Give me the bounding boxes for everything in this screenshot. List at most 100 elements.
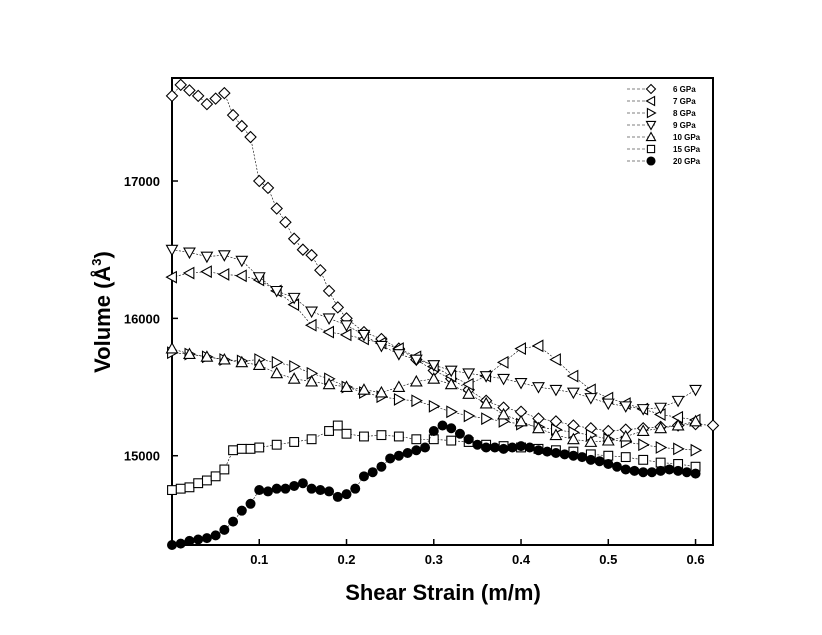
data-point-circle (315, 485, 326, 496)
x-tick-label: 0.3 (425, 552, 443, 567)
data-point-circle (533, 445, 544, 456)
data-point-triangle-down (305, 306, 319, 319)
data-point-square (359, 431, 369, 442)
data-point-circle (184, 535, 195, 546)
data-point-triangle-up (636, 424, 650, 436)
y-tick-label: 15000 (124, 449, 160, 464)
data-point-diamond (706, 419, 720, 432)
data-point-square (184, 482, 195, 493)
data-point-triangle-down (514, 377, 528, 390)
data-point-triangle-down (409, 354, 423, 367)
data-point-diamond (209, 92, 222, 105)
y-axis-title-close: ) (90, 251, 115, 258)
data-point-square (210, 471, 221, 482)
data-point-triangle-down (636, 404, 650, 416)
data-point-square (646, 144, 656, 154)
data-point-triangle-down (357, 329, 371, 342)
data-point-triangle-left (645, 95, 656, 107)
data-point-circle (280, 483, 291, 494)
data-point-circle (262, 486, 273, 497)
x-tick-label: 0.5 (599, 552, 617, 567)
data-point-triangle-down (165, 244, 179, 257)
data-point-circle (201, 533, 212, 544)
data-point-triangle-down (287, 292, 301, 305)
legend-label: 15 GPa (673, 145, 701, 154)
data-point-triangle-up (549, 428, 563, 441)
data-point-circle (577, 452, 588, 463)
data-point-circle (550, 447, 561, 458)
data-point-square (228, 445, 239, 456)
data-point-triangle-down (601, 398, 615, 411)
data-point-circle (167, 540, 177, 550)
data-point-circle (612, 461, 623, 472)
data-point-diamond (200, 97, 214, 111)
data-point-circle (367, 467, 378, 478)
data-point-triangle-down (549, 384, 563, 397)
data-point-triangle-up (409, 374, 423, 387)
data-point-circle (507, 442, 518, 453)
data-point-triangle-up (252, 358, 266, 371)
data-point-triangle-up (217, 352, 231, 365)
data-point-circle (175, 538, 186, 549)
data-point-square (289, 437, 300, 447)
data-point-circle (638, 467, 649, 478)
data-point-diamond (261, 181, 275, 195)
data-point-triangle-down (322, 313, 336, 326)
legend-label: 9 GPa (673, 121, 696, 130)
data-point-circle (393, 450, 404, 461)
data-point-triangle-down (671, 395, 685, 408)
data-point-square (254, 442, 265, 453)
data-point-square (167, 485, 177, 496)
data-point-triangle-up (532, 421, 545, 434)
data-point-triangle-up (689, 414, 702, 427)
data-point-triangle-down (200, 251, 214, 264)
data-point-triangle-right (289, 360, 301, 373)
data-point-circle (254, 485, 265, 496)
data-point-circle (472, 439, 483, 450)
data-point-triangle-down (270, 285, 284, 298)
data-point-diamond (165, 89, 179, 103)
data-point-square (306, 434, 317, 445)
data-point-circle (489, 442, 500, 453)
data-point-circle (481, 442, 492, 453)
data-point-triangle-up (601, 433, 615, 446)
y-axis-title-superscript: 3 (89, 258, 104, 265)
data-point-triangle-up (374, 385, 388, 398)
data-point-square (620, 452, 631, 463)
series-line (171, 249, 696, 410)
data-point-triangle-right (690, 443, 703, 457)
data-point-triangle-down (479, 371, 493, 383)
data-point-square (236, 443, 247, 454)
data-point-triangle-up (514, 414, 528, 427)
data-point-diamond (226, 108, 240, 122)
data-point-diamond (296, 243, 310, 256)
data-point-triangle-up (235, 355, 249, 368)
series-10-gpa (165, 341, 702, 447)
data-point-square (332, 420, 343, 431)
data-point-circle (524, 442, 535, 453)
data-point-circle (297, 478, 308, 489)
legend: 6 GPa 7 GPa 8 GPa 9 GPa 10 GPa 15 GPa 20 GPa (627, 83, 701, 166)
data-point-diamond (235, 119, 249, 133)
data-point-diamond (314, 264, 327, 277)
data-point-triangle-up (566, 432, 580, 445)
data-point-triangle-down (532, 382, 545, 394)
legend-item: 20 GPa (627, 156, 701, 166)
y-axis-title-main: Volume (Å (89, 266, 115, 373)
legend-label: 8 GPa (673, 109, 696, 118)
data-point-triangle-down (340, 320, 353, 332)
data-point-triangle-right (481, 412, 493, 426)
x-axis-title: Shear Strain (m/m) (345, 580, 541, 605)
series-9-gpa (165, 244, 702, 416)
data-point-circle (236, 505, 247, 516)
data-point-circle (402, 447, 413, 458)
data-point-triangle-down (619, 401, 633, 413)
data-point-circle (411, 445, 422, 456)
data-point-square (428, 434, 439, 445)
data-point-circle (219, 524, 230, 535)
data-point-triangle-up (165, 341, 179, 354)
data-point-circle (498, 443, 509, 454)
data-point-triangle-right (446, 405, 458, 419)
data-point-circle (646, 156, 656, 166)
data-point-triangle-down (427, 360, 441, 372)
